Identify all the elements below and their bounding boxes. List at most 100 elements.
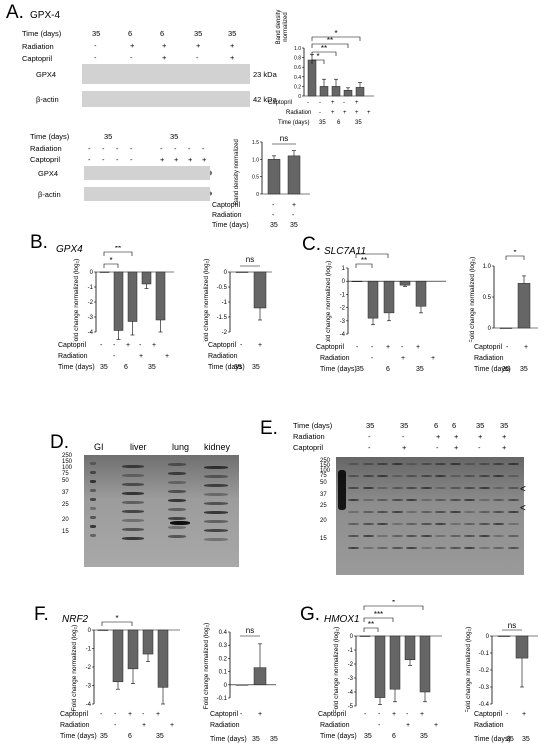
b2-time-0: 35 xyxy=(234,364,242,371)
c-rad-2: + xyxy=(431,355,436,362)
d-marker-6: 25 xyxy=(62,502,69,508)
a1-time-0: 35 xyxy=(92,29,101,38)
a2c-time-0: 35 xyxy=(270,222,278,229)
e-time-4: 35 xyxy=(476,421,485,430)
d-band-2-8 xyxy=(168,535,186,538)
e-cap-3: + xyxy=(454,443,459,452)
svg-f2-bar-1 xyxy=(253,667,267,686)
f1-sig-0: * xyxy=(115,614,118,623)
e-marker-2: 100 xyxy=(320,468,331,474)
e-band-3-1 xyxy=(391,475,403,477)
a2c-row-cap: Captopril xyxy=(212,202,241,209)
c-rad-0: - xyxy=(371,355,374,362)
a1c-time-0: 35 xyxy=(319,120,326,126)
a2c-row-time: Time (days) xyxy=(212,222,249,229)
d-band-0-6 xyxy=(90,516,96,519)
e-marker-8: 15 xyxy=(320,536,327,542)
f-rad-0: - xyxy=(114,722,117,729)
g2-time-1: 35 xyxy=(522,736,530,743)
g2-cap-0: - xyxy=(506,711,509,718)
svg-g1-tick-label-2: -2 xyxy=(348,662,354,668)
b2-cap-0: - xyxy=(240,342,243,349)
e-band-9-7 xyxy=(478,547,490,549)
e-band-2-4 xyxy=(377,511,388,513)
b-cap-4: + xyxy=(152,342,157,349)
g1-sig-0: ** xyxy=(368,620,374,629)
svg-b2-tick-label-4: -2 xyxy=(222,330,228,336)
e-band-7-2 xyxy=(449,487,461,489)
a2c-time-1: 35 xyxy=(290,222,298,229)
g2-row-time: Time (days) xyxy=(474,736,511,743)
a1c-row-time: Time (days) xyxy=(278,120,310,126)
panel-a-title: GPX-4 xyxy=(30,10,61,21)
e-band-5-5 xyxy=(420,523,432,525)
e-band-10-2 xyxy=(493,487,504,489)
d-band-0-8 xyxy=(90,534,96,537)
f2-time-0: 35 xyxy=(252,736,260,743)
a2c-rad-0: - xyxy=(272,212,275,219)
e-band-3-6 xyxy=(391,535,403,537)
e-band-3-3 xyxy=(391,499,403,501)
e-marker-5: 37 xyxy=(320,492,327,498)
d-band-1-0 xyxy=(122,465,144,468)
e-band-9-3 xyxy=(478,499,490,501)
d-band-2-4 xyxy=(168,499,186,502)
e-band-4-2 xyxy=(406,487,417,489)
svg-g2-tick-label-3: -0.3 xyxy=(479,685,490,691)
e-band-2-3 xyxy=(377,499,388,501)
a1-rad-0: - xyxy=(94,41,97,50)
e-band-11-1 xyxy=(507,475,519,477)
e-band-8-5 xyxy=(464,523,475,525)
a2-row-radiation: Radiation xyxy=(30,144,62,153)
e-band-0-6 xyxy=(348,535,359,537)
a2c-cap-0: - xyxy=(272,202,275,209)
svg-f2-tick-label-5: -0.1 xyxy=(217,696,228,702)
g-cap-1: - xyxy=(378,711,381,718)
d-band-3-0 xyxy=(204,466,228,469)
svg-b1-tick-label-0: 0 xyxy=(90,270,94,276)
svg-c1-tick-label-0: 1 xyxy=(342,266,346,272)
svg-b1-tick-label-4: -4 xyxy=(88,330,94,336)
e-marker-0: 250 xyxy=(320,458,331,464)
b1-sig-0: * xyxy=(109,256,112,265)
f-row-cap: Captopril xyxy=(60,711,89,718)
e-band-2-7 xyxy=(377,547,388,549)
svg-g2-bar-0 xyxy=(497,635,511,637)
b-row-time: Time (days) xyxy=(58,364,95,371)
e-band-1-4 xyxy=(362,511,374,513)
e-time-1: 35 xyxy=(400,421,409,430)
svg-c2-bar-1 xyxy=(517,283,531,329)
a2-cap-4: + xyxy=(160,155,165,164)
a1-gpx4-label: GPX4 xyxy=(36,70,57,79)
e-time-5: 35 xyxy=(500,421,509,430)
panel-f-letter: F. xyxy=(34,604,49,625)
c2-sig-0: * xyxy=(513,250,516,257)
e-marker-7: 20 xyxy=(320,518,327,524)
svg-g2-tick-label-0: 0 xyxy=(486,634,490,640)
c1-bracket-0 xyxy=(355,263,373,268)
svg-a2-bar-1 xyxy=(287,155,301,195)
a2-gpx4-label: GPX4 xyxy=(38,169,59,178)
f-row-time: Time (days) xyxy=(60,733,97,740)
b-chart-left: 0 -1 -2 -3 -4 Fold change normalized (log₂) **… xyxy=(73,246,174,342)
svg-a1-bar-2 xyxy=(331,86,341,97)
a1c-rad-0: - xyxy=(319,110,321,116)
g-time-1: 6 xyxy=(392,733,396,740)
g2-row-rad: Radiation xyxy=(474,722,504,729)
svg-f2-tick-label-1: 0.3 xyxy=(219,643,228,649)
e-marker-4: 50 xyxy=(320,480,327,486)
c2-row-rad: Radiation xyxy=(474,355,504,362)
svg-c1-bar-1 xyxy=(367,280,379,319)
e-band-8-3 xyxy=(464,499,475,501)
e-band-3-4 xyxy=(391,511,403,513)
svg-f2-tick-label-3: 0.1 xyxy=(219,670,228,676)
c1-bracket-1 xyxy=(355,253,389,258)
svg-f1-tick-label-1: -1 xyxy=(86,647,92,653)
f-cap-3: - xyxy=(142,711,145,718)
e-band-5-1 xyxy=(420,475,432,477)
e-band-1-5 xyxy=(362,523,374,525)
g1-bracket-0 xyxy=(363,627,379,632)
d-marker-1: 150 xyxy=(62,459,73,465)
d-band-3-8 xyxy=(204,538,228,541)
d-band-0-2 xyxy=(90,480,96,483)
